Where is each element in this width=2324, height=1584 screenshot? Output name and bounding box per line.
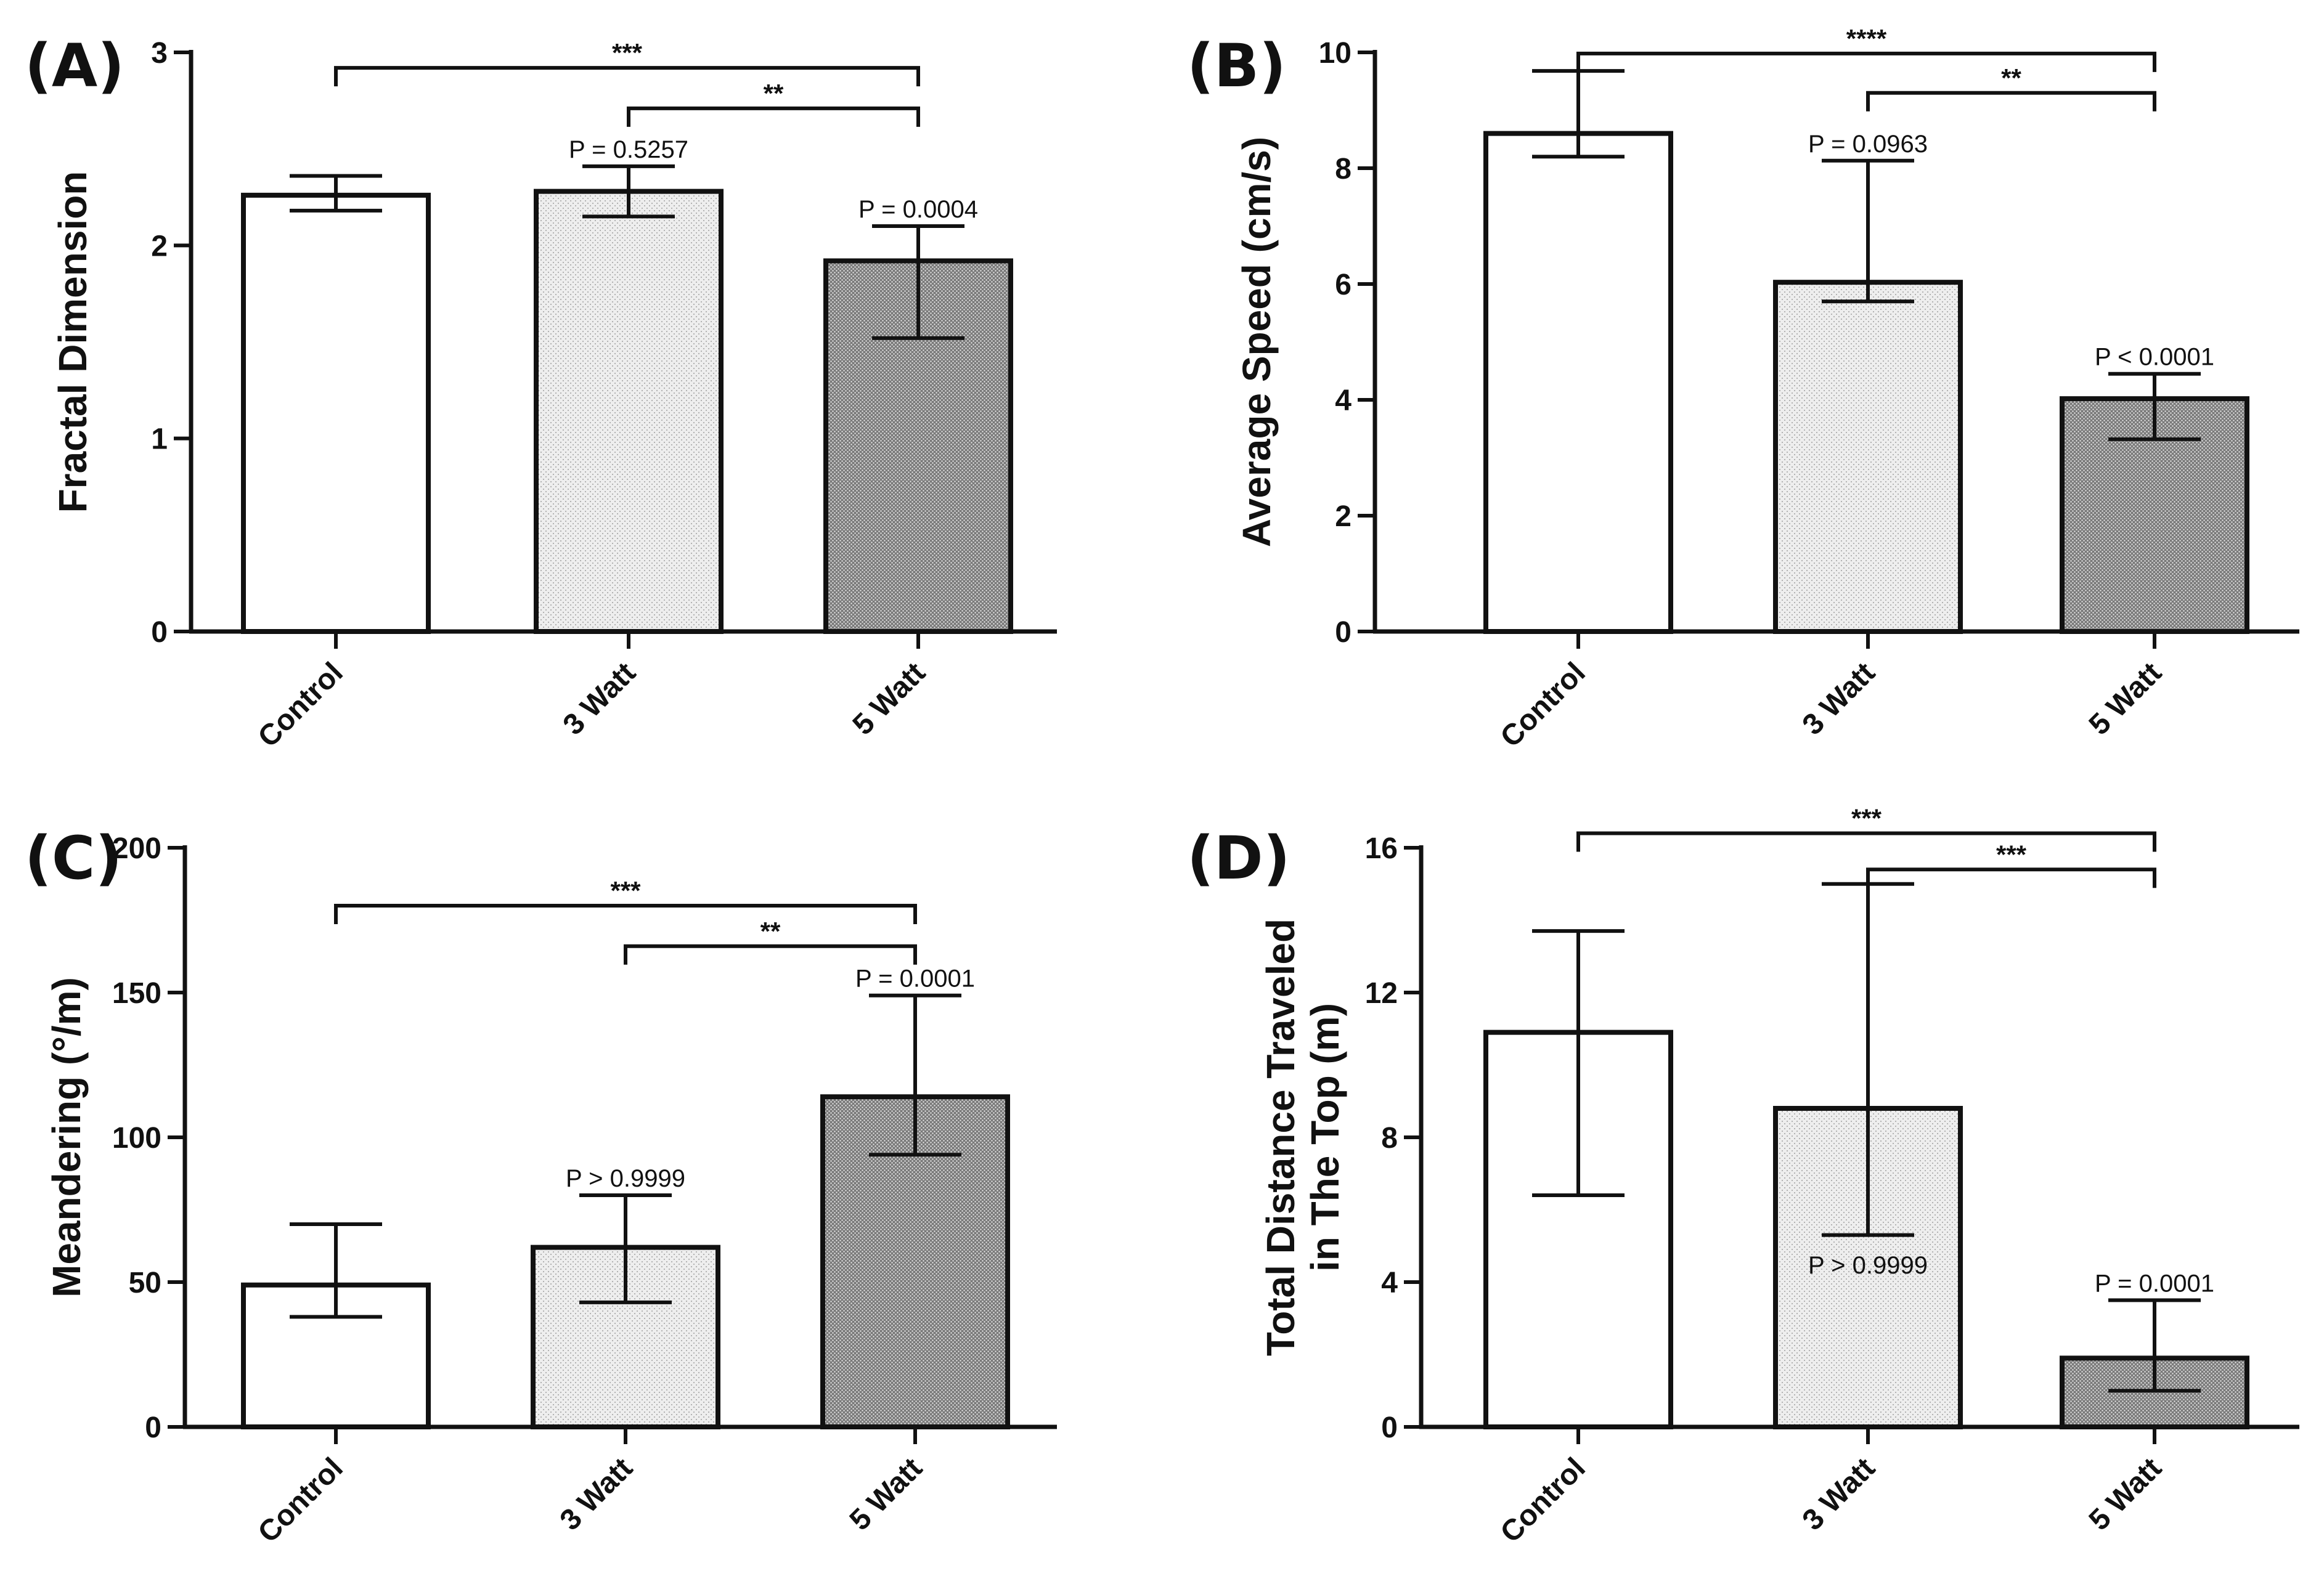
significance-stars: ** <box>760 917 781 946</box>
panel-a-fractal-dimension: (A) Fractal Dimension Control 3 Watt P = 0.5… <box>0 0 1162 792</box>
category-label: 3 Watt <box>557 656 642 741</box>
significance-stars: *** <box>612 38 643 67</box>
panel-d-total-distance-top: (D) Total Distance Traveledin The Top (m)… <box>1162 792 2324 1584</box>
category-label: Control <box>252 1452 349 1549</box>
y-tick-label: 16 <box>1365 832 1398 865</box>
p-value-label: P = 0.0004 <box>858 196 978 223</box>
p-value-label: P = 0.0001 <box>2095 1270 2214 1297</box>
y-tick-label: 2 <box>1335 500 1352 533</box>
significance-bracket <box>1866 867 2156 888</box>
significance-bracket <box>627 106 920 127</box>
y-axis-label: Average Speed (cm/s) <box>1234 137 1279 547</box>
significance-stars: ** <box>764 79 784 108</box>
y-tick-label: 0 <box>145 1411 161 1444</box>
p-value-label: P = 0.5257 <box>569 136 688 163</box>
y-tick-label: 2 <box>151 230 168 262</box>
y-tick-label: 6 <box>1335 269 1352 301</box>
p-value-label: P = 0.0963 <box>1808 131 1928 158</box>
y-tick-label: 0 <box>151 616 168 649</box>
p-value-label: P = 0.0001 <box>855 965 975 993</box>
significance-stars: **** <box>1846 24 1887 53</box>
significance-bracket <box>334 904 917 924</box>
chart-svg: (B) Average Speed (cm/s) Control 3 Watt P = … <box>1187 24 2299 753</box>
y-axis-label: Meandering (°/m) <box>44 977 89 1298</box>
y-tick-label: 150 <box>112 977 161 1010</box>
y-tick-label: 100 <box>112 1122 161 1155</box>
p-value-label: P > 0.9999 <box>566 1165 685 1192</box>
panel-letter: (D) <box>1187 824 1290 893</box>
y-tick-label: 50 <box>129 1267 161 1299</box>
panel-letter: (B) <box>1187 31 1286 100</box>
category-label: 3 Watt <box>1796 656 1882 741</box>
category-label: 3 Watt <box>554 1452 639 1537</box>
significance-bracket <box>334 66 920 87</box>
y-axis-label: Total Distance Traveledin The Top (m) <box>1258 919 1347 1356</box>
y-tick-label: 12 <box>1365 977 1398 1010</box>
category-label: 5 Watt <box>844 1452 929 1537</box>
category-label: 5 Watt <box>2083 1452 2168 1537</box>
category-label: Control <box>252 656 349 753</box>
panel-c-meandering: (C) Meandering (°/m) Control 3 Watt P > 0.99… <box>0 792 1162 1584</box>
significance-bracket <box>624 944 917 965</box>
significance-bracket <box>1576 51 2156 72</box>
chart-svg: (D) Total Distance Traveledin The Top (m)… <box>1187 804 2299 1549</box>
bar-3-watt <box>534 189 724 635</box>
panel-b-average-speed: (B) Average Speed (cm/s) Control 3 Watt P = … <box>1162 0 2324 792</box>
significance-stars: *** <box>1996 840 2027 869</box>
bar-3-watt <box>1773 280 1963 634</box>
y-tick-label: 4 <box>1381 1267 1398 1299</box>
y-tick-label: 8 <box>1381 1122 1398 1155</box>
category-label: 5 Watt <box>847 656 932 741</box>
y-tick-label: 200 <box>112 832 161 865</box>
panel-letter: (A) <box>25 31 124 100</box>
y-tick-label: 0 <box>1335 616 1352 649</box>
y-tick-label: 3 <box>151 37 168 70</box>
bar-control <box>241 192 431 635</box>
significance-stars: ** <box>2001 63 2021 92</box>
significance-stars: *** <box>1851 804 1882 833</box>
category-label: Control <box>1494 656 1592 753</box>
bar-control <box>1483 131 1673 635</box>
p-value-label: P < 0.0001 <box>2095 344 2214 371</box>
p-value-label: P > 0.9999 <box>1808 1252 1928 1279</box>
chart-svg: (A) Fractal Dimension Control 3 Watt P = 0.5… <box>25 31 1057 753</box>
panel-letter: (C) <box>25 824 122 893</box>
y-tick-label: 10 <box>1319 37 1352 70</box>
significance-bracket <box>1866 91 2156 112</box>
category-label: 3 Watt <box>1796 1452 1882 1537</box>
chart-svg: (C) Meandering (°/m) Control 3 Watt P > 0.99… <box>25 824 1057 1549</box>
category-label: Control <box>1494 1452 1592 1549</box>
y-tick-label: 4 <box>1335 384 1352 417</box>
y-tick-label: 1 <box>151 423 168 456</box>
y-tick-label: 0 <box>1381 1411 1398 1444</box>
y-tick-label: 8 <box>1335 153 1352 185</box>
y-axis-label: Fractal Dimension <box>51 171 95 513</box>
significance-stars: *** <box>610 876 641 905</box>
category-label: 5 Watt <box>2083 656 2168 741</box>
significance-bracket <box>1576 831 2156 852</box>
